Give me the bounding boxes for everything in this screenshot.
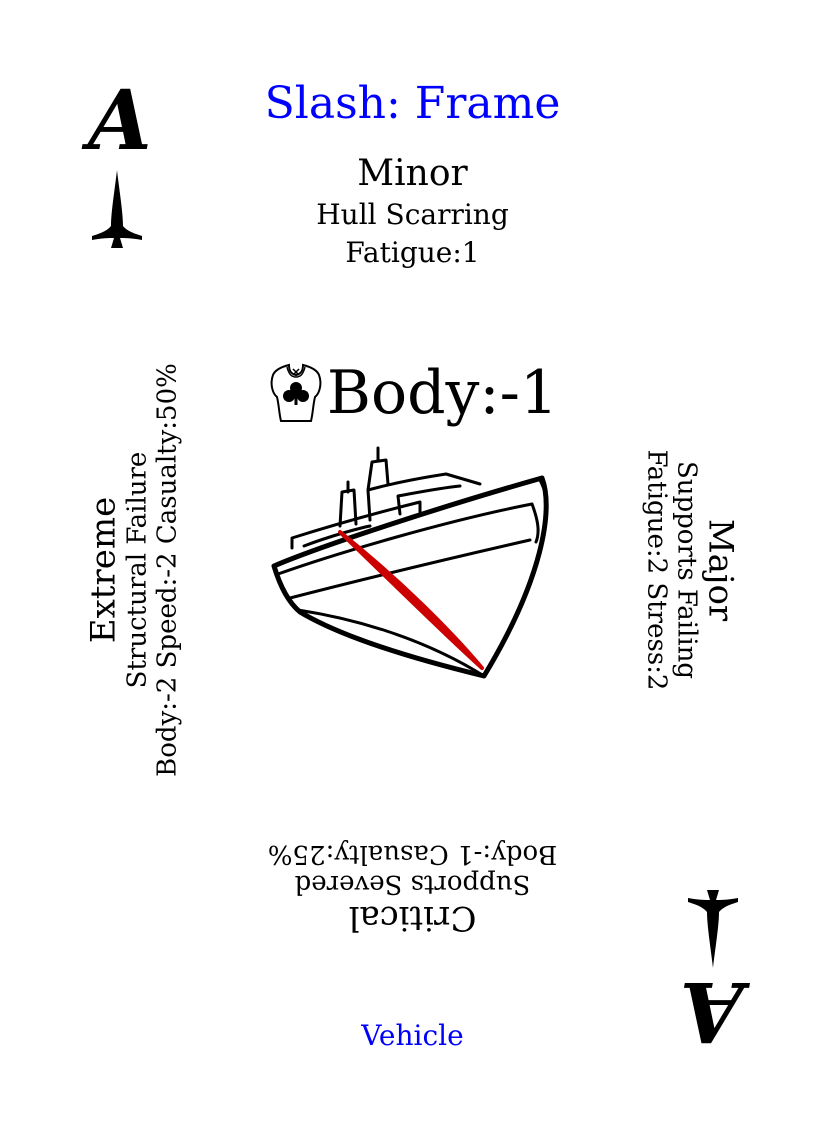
rank-top-left: A bbox=[88, 73, 152, 169]
torso-clubs-icon bbox=[270, 363, 322, 422]
major-stats: Fatigue:2 Stress:2 bbox=[641, 449, 672, 691]
critical-stats: Body:-1 Casualty:25% bbox=[267, 838, 558, 869]
body-stat-row: Body:-1 bbox=[0, 358, 825, 428]
spade-pip-icon bbox=[90, 168, 144, 256]
center-stat: Body:-1 bbox=[326, 358, 559, 428]
critical-heading: Critical bbox=[348, 897, 477, 938]
major-effect: Supports Failing bbox=[671, 460, 702, 680]
minor-effect: Hull Scarring bbox=[316, 198, 509, 231]
critical-block: Critical Supports Severed Body:-1 Casual… bbox=[0, 838, 825, 938]
minor-heading: Minor bbox=[357, 153, 468, 194]
ship-icon bbox=[270, 440, 560, 689]
major-block: Major Supports Failing Fatigue:2 Stress:… bbox=[641, 320, 740, 820]
card-title: Slash: Frame bbox=[264, 78, 561, 129]
minor-stats: Fatigue:1 bbox=[345, 236, 480, 269]
extreme-heading: Extreme bbox=[83, 496, 124, 644]
major-heading: Major bbox=[700, 518, 741, 622]
spade-pip-icon-inverted bbox=[686, 882, 740, 970]
extreme-block: Extreme Structural Failure Body:-2 Speed… bbox=[83, 320, 184, 820]
card-category: Vehicle bbox=[361, 1019, 464, 1052]
critical-effect: Supports Severed bbox=[294, 868, 531, 899]
extreme-stats: Body:-2 Speed:-2 Casualty:50% bbox=[152, 363, 183, 777]
extreme-effect: Structural Failure bbox=[122, 451, 153, 689]
